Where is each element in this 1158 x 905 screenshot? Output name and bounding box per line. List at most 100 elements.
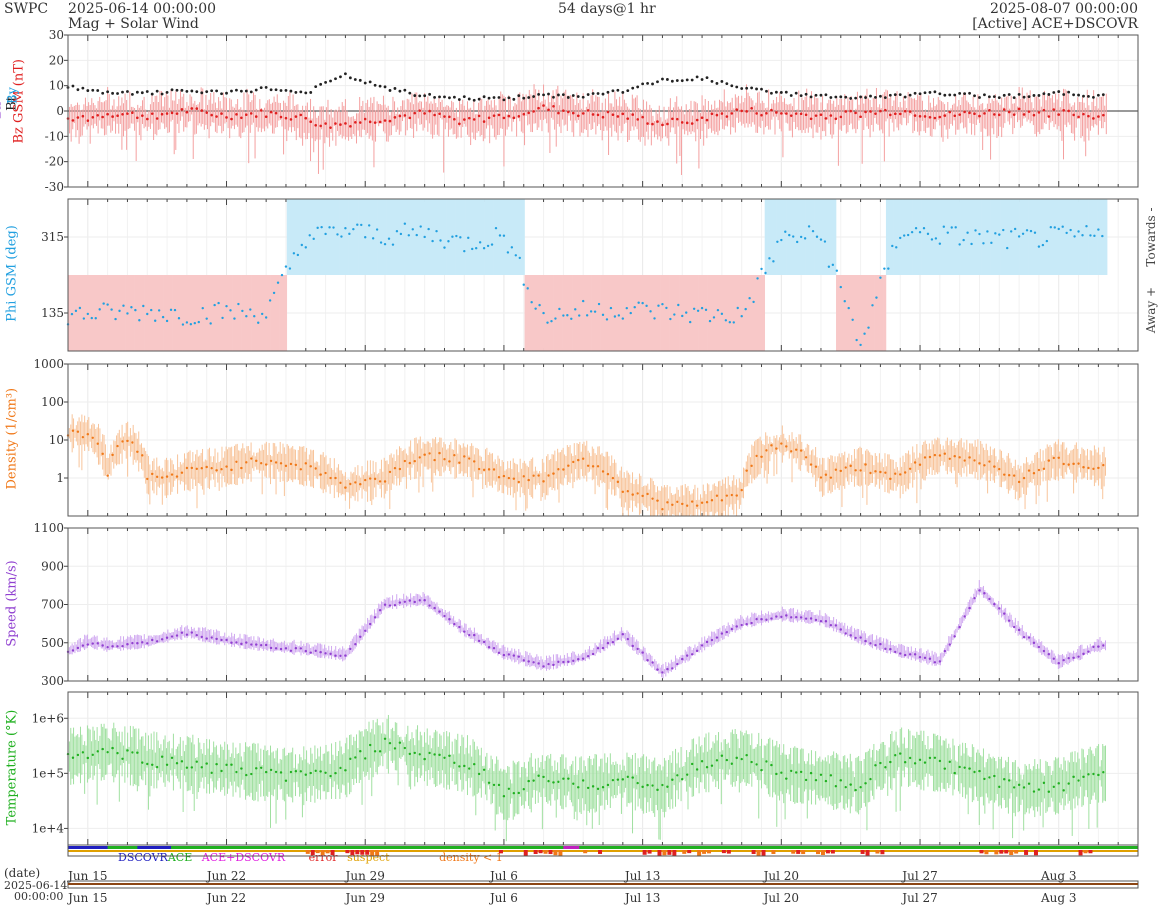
away-sector — [217, 275, 221, 351]
density-point — [775, 447, 778, 450]
speed-point — [705, 640, 709, 644]
phi-point — [617, 314, 621, 317]
towards-sector — [1011, 199, 1015, 275]
density-point — [953, 455, 956, 458]
away-sector — [106, 275, 109, 351]
bz-point — [160, 112, 164, 116]
phi-point — [332, 226, 335, 229]
away-sector — [94, 275, 97, 351]
bz-point — [314, 123, 317, 127]
density-point — [918, 463, 922, 466]
speed-point — [329, 652, 332, 656]
speed-point — [433, 606, 436, 610]
towards-sector — [809, 199, 813, 275]
phi-point — [518, 256, 521, 260]
density-point — [309, 465, 312, 468]
density-point — [210, 466, 213, 470]
bz-point — [190, 107, 194, 110]
density-point — [641, 494, 644, 498]
density-point — [180, 471, 184, 474]
speed-point — [928, 657, 932, 660]
bz-point — [319, 124, 322, 128]
density-point — [235, 460, 238, 464]
phi-point — [732, 321, 735, 324]
away-sector — [543, 275, 547, 351]
y-tick-label: 700 — [41, 598, 64, 612]
speed-point — [1008, 619, 1011, 622]
bt-point — [581, 95, 585, 99]
bz-point — [225, 116, 228, 119]
speed-point — [785, 614, 788, 617]
phi-point — [486, 244, 490, 248]
phi-point — [780, 238, 783, 242]
density-point — [725, 494, 729, 497]
towards-sector — [978, 199, 982, 275]
away-sector — [586, 275, 590, 351]
away-sector — [847, 275, 851, 351]
towards-sector — [985, 199, 989, 275]
towards-sector — [1071, 199, 1075, 275]
away-sector — [748, 275, 751, 351]
density-point — [730, 493, 733, 497]
towards-sector — [1095, 199, 1098, 275]
towards-sector — [415, 199, 418, 275]
phi-point — [122, 304, 125, 307]
towards-sector — [919, 199, 922, 275]
speed-point — [448, 618, 451, 621]
towards-sector — [907, 199, 911, 275]
towards-sector — [1064, 199, 1067, 275]
bz-point — [378, 120, 382, 124]
phi-point — [229, 309, 232, 312]
density-point — [269, 459, 273, 463]
away-sector — [726, 275, 730, 351]
speed-point — [116, 645, 119, 648]
density-point — [76, 430, 80, 433]
density-point — [116, 444, 119, 448]
phi-point — [110, 308, 113, 311]
bz-point — [730, 112, 734, 115]
phi-point — [538, 303, 541, 307]
density-point — [1037, 468, 1041, 472]
bz-point — [953, 114, 957, 118]
phi-point — [494, 226, 498, 230]
bz-point — [581, 112, 585, 115]
bz-point — [264, 115, 268, 119]
bt-point — [641, 82, 645, 86]
bz-point — [339, 123, 342, 126]
phi-point — [962, 238, 965, 242]
phi-point — [621, 317, 625, 320]
speed-point — [621, 633, 625, 636]
towards-sector — [410, 199, 414, 275]
density-point — [760, 455, 763, 459]
bt-point — [755, 87, 758, 91]
away-sector — [593, 275, 597, 351]
bz-point — [373, 121, 377, 124]
towards-sector — [954, 199, 958, 275]
speed-point — [304, 649, 307, 653]
bz-point — [1027, 110, 1031, 113]
bz-point — [106, 112, 109, 116]
bz-point — [780, 112, 783, 115]
bz-point — [685, 121, 689, 125]
phi-point — [657, 304, 660, 307]
away-sector — [614, 275, 618, 351]
bt-point — [428, 92, 432, 96]
density-point — [834, 468, 838, 471]
phi-point — [371, 237, 375, 240]
bz-point — [383, 119, 387, 122]
speed-point — [522, 659, 525, 662]
speed-point — [834, 624, 838, 627]
bz-point — [180, 108, 184, 111]
towards-sector — [947, 199, 951, 275]
away-sector — [179, 275, 183, 351]
bt-point — [561, 93, 565, 97]
y-tick-label: 135 — [41, 306, 64, 320]
bz-point — [671, 117, 674, 121]
bz-point — [527, 111, 530, 115]
phi-point — [795, 240, 799, 244]
bt-point — [314, 85, 318, 89]
density-point — [849, 464, 852, 468]
bz-point — [621, 112, 625, 116]
speed-point — [874, 643, 877, 647]
towards-sector — [1028, 199, 1032, 275]
